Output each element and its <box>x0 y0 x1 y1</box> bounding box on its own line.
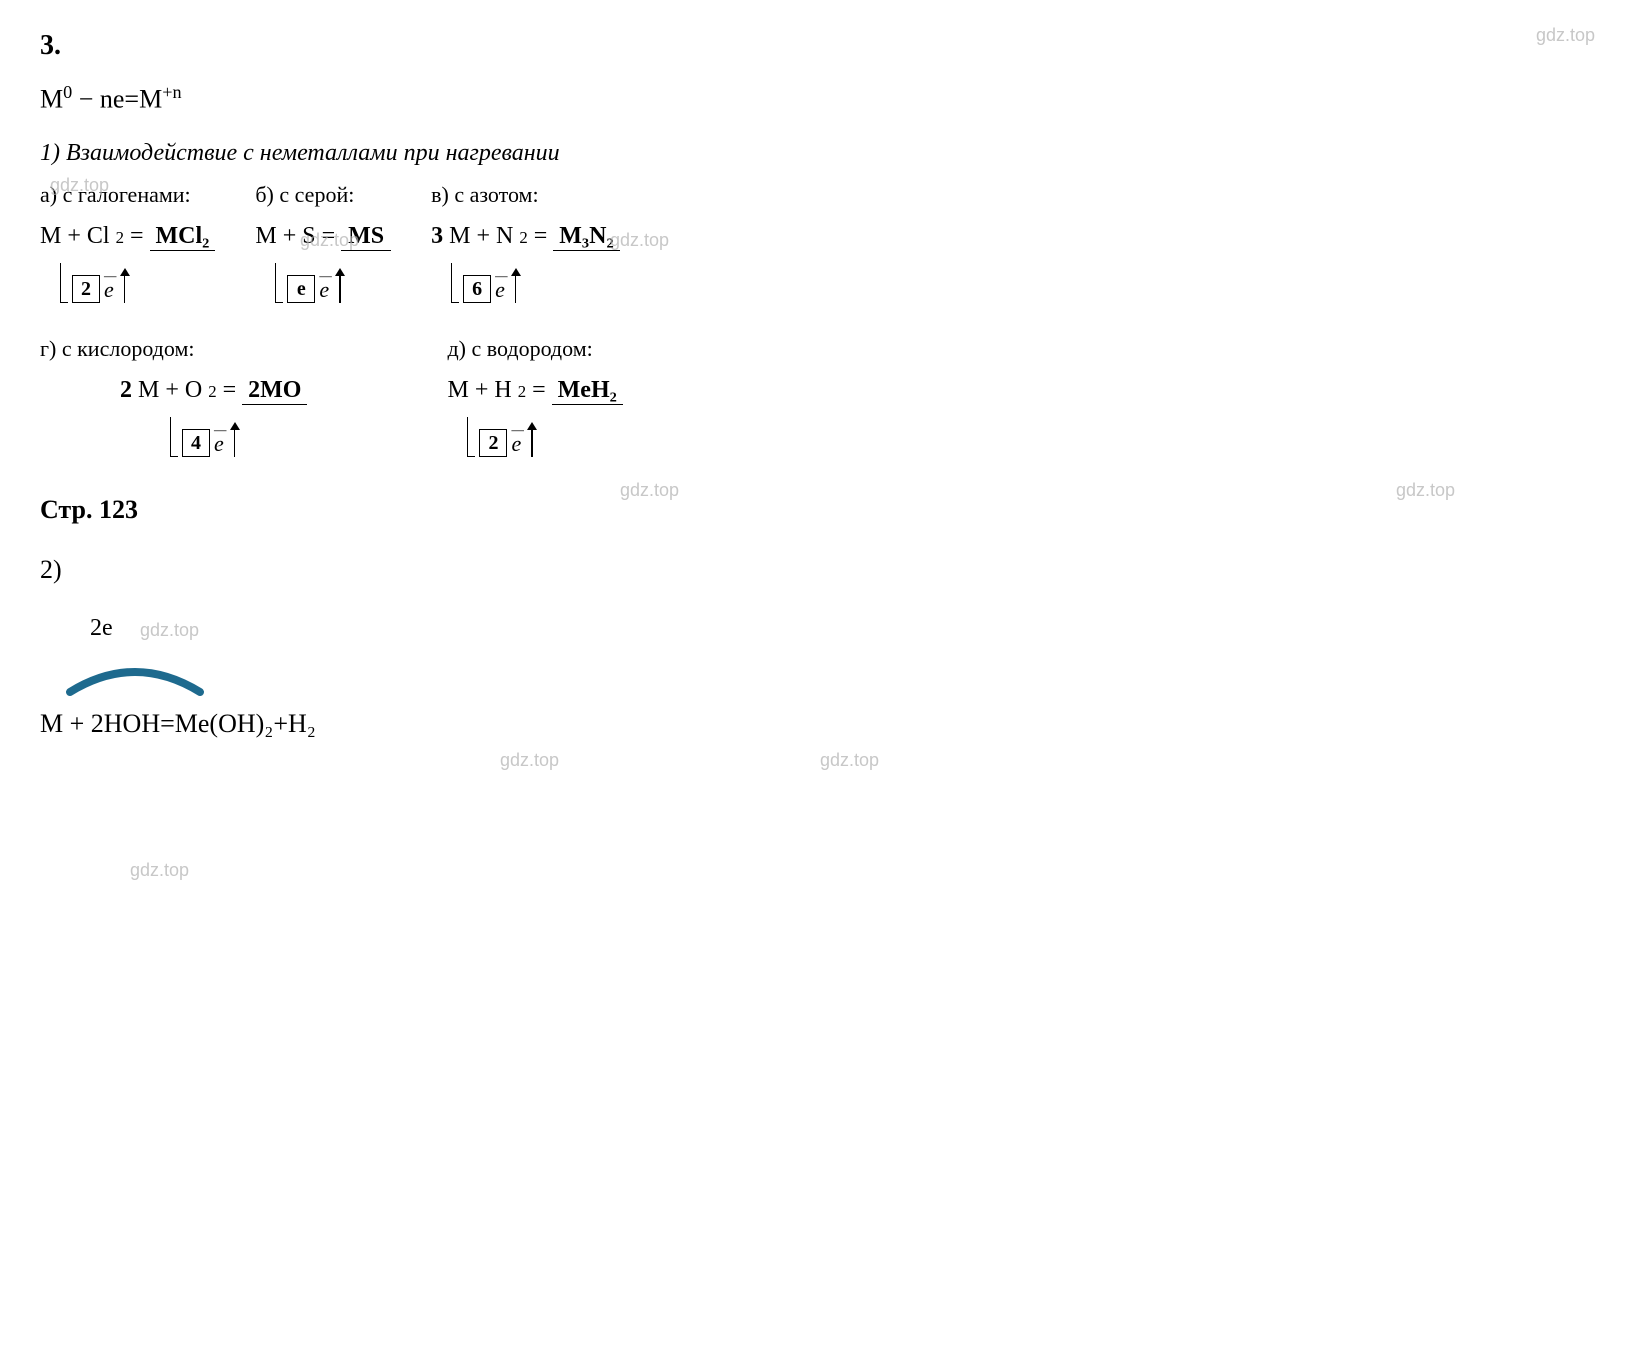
eq-right-sup: +n <box>162 82 181 102</box>
box-num-c: 6 <box>463 275 491 303</box>
bracket-left <box>275 263 283 303</box>
bracket-wrap: 6 e <box>451 263 531 303</box>
answer-a: MCl₂ <box>150 223 216 251</box>
final-equation: M + 2HOH=Me(OH)₂+H₂ <box>40 709 1595 739</box>
eq-sub: 2 <box>518 382 526 402</box>
answer-b: MS <box>341 223 391 251</box>
eq-middle: − ne=M <box>72 85 162 114</box>
eq-left-sup: 0 <box>63 82 72 102</box>
bracket-wrap: 4 e <box>170 417 250 457</box>
reaction-c: в) с азотом: 3 M + N 2 = M₃N₂ 6 e <box>431 182 620 306</box>
box-num-d: 4 <box>182 429 210 457</box>
problem-number: 3. <box>40 30 1595 62</box>
arrow-up-icon <box>335 263 355 303</box>
eq-equals: = <box>534 223 548 250</box>
e-bar: e <box>511 431 521 457</box>
arc-label: 2e <box>90 615 1595 642</box>
e-bar: e <box>495 277 505 303</box>
bracket-left <box>60 263 68 303</box>
eq-left: M <box>40 85 63 114</box>
coeff: 2 <box>120 377 132 404</box>
reaction-a-eq: M + Cl 2 = MCl₂ <box>40 223 215 251</box>
eq-text: M + O <box>138 377 202 404</box>
eq-equals: = <box>532 377 546 404</box>
bracket-left <box>467 417 475 457</box>
watermark: gdz.top <box>130 860 189 881</box>
arrow-up-icon <box>230 417 250 457</box>
electron-box-c: 6 e <box>451 261 620 306</box>
arc-icon <box>60 647 220 697</box>
answer-e: MeH₂ <box>552 377 623 405</box>
box-num-a: 2 <box>72 275 100 303</box>
coeff: 3 <box>431 223 443 250</box>
eq-text: M + S = <box>255 223 335 250</box>
main-equation: M0 − ne=M+n <box>40 82 1595 115</box>
arrow-up-icon <box>527 417 547 457</box>
reactions-row-2: г) с кислородом: 2M + O2 = 2MO 4 e д) с … <box>40 336 1595 460</box>
reaction-e-label: д) с водородом: <box>447 336 622 362</box>
reaction-a-label: а) с галогенами: <box>40 182 215 208</box>
eq-text: M + Cl <box>40 223 110 250</box>
page-label: Стр. 123 <box>40 495 1595 525</box>
eq-sub: 2 <box>116 228 124 248</box>
reaction-d-eq: 2M + O2 = 2MO <box>120 377 307 405</box>
watermark: gdz.top <box>500 750 559 771</box>
box-num-b: e <box>287 275 315 303</box>
section-title: 1) Взаимодействие с неметаллами при нагр… <box>40 140 1595 167</box>
answer-d: 2MO <box>242 377 307 405</box>
arrow-up-icon <box>511 263 531 303</box>
reaction-b-eq: M + S = MS <box>255 223 391 251</box>
bracket-left <box>451 263 459 303</box>
electron-box-a: 2 e <box>60 261 215 306</box>
eq-sub: 2 <box>208 382 216 402</box>
bracket-left <box>170 417 178 457</box>
reaction-b-label: б) с серой: <box>255 182 391 208</box>
reaction-e: д) с водородом: M + H 2 = MeH₂ 2 e <box>447 336 622 460</box>
eq-sub: 2 <box>519 228 527 248</box>
bracket-wrap: 2 e <box>467 417 547 457</box>
e-bar: e <box>214 431 224 457</box>
answer-c: M₃N₂ <box>553 223 619 251</box>
electron-box-d: 4 e <box>170 415 307 460</box>
box-num-e: 2 <box>479 429 507 457</box>
reaction-b: б) с серой: M + S = MS e e <box>255 182 391 306</box>
arc-container: 2e M + 2HOH=Me(OH)₂+H₂ <box>40 615 1595 739</box>
watermark: gdz.top <box>820 750 879 771</box>
arrow-up-icon <box>120 263 140 303</box>
reaction-e-eq: M + H 2 = MeH₂ <box>447 377 622 405</box>
electron-box-e: 2 e <box>467 415 622 460</box>
reaction-c-eq: 3 M + N 2 = M₃N₂ <box>431 223 620 251</box>
reactions-row-1: а) с галогенами: M + Cl 2 = MCl₂ 2 e б) с… <box>40 182 1595 306</box>
e-bar: e <box>104 277 114 303</box>
reaction-d: г) с кислородом: 2M + O2 = 2MO 4 e <box>40 336 307 460</box>
eq-text: M + H <box>447 377 511 404</box>
item-2: 2) <box>40 555 1595 585</box>
eq-equals: = <box>130 223 144 250</box>
bracket-wrap: 2 e <box>60 263 140 303</box>
e-bar: e <box>319 277 329 303</box>
eq-text: M + N <box>449 223 513 250</box>
reaction-a: а) с галогенами: M + Cl 2 = MCl₂ 2 e <box>40 182 215 306</box>
electron-box-b: e e <box>275 261 391 306</box>
eq-equals: = <box>223 377 237 404</box>
bracket-wrap: e e <box>275 263 355 303</box>
reaction-c-label: в) с азотом: <box>431 182 620 208</box>
reaction-d-label: г) с кислородом: <box>40 336 307 362</box>
